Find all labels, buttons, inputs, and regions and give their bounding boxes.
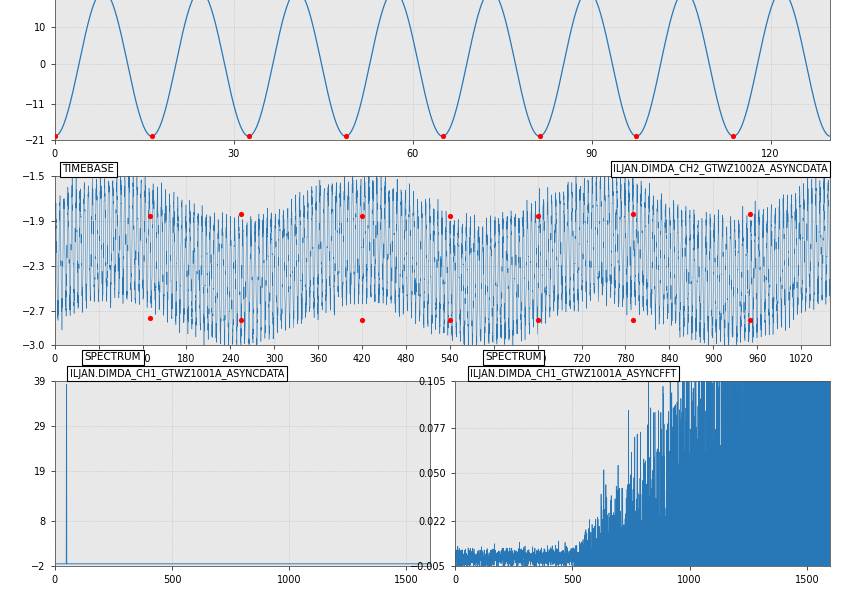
Text: ILJAN.DIMDA_CH1_GTWZ1001A_ASYNCDATA: ILJAN.DIMDA_CH1_GTWZ1001A_ASYNCDATA <box>70 368 284 379</box>
Text: SPECTRUM: SPECTRUM <box>85 352 142 362</box>
Point <box>143 211 157 221</box>
Text: TIMEBASE: TIMEBASE <box>62 164 115 174</box>
Point <box>630 131 643 141</box>
Point <box>531 315 545 325</box>
Point <box>533 131 546 141</box>
Point <box>234 209 248 219</box>
Point <box>744 315 757 325</box>
Point <box>234 315 248 325</box>
Point <box>356 211 369 221</box>
Point <box>242 131 255 141</box>
Point <box>143 313 157 322</box>
Point <box>727 131 740 141</box>
Text: SPECTRUM: SPECTRUM <box>486 352 542 362</box>
Text: ILJAN.DIMDA_CH2_GTWZ1002A_ASYNCDATA: ILJAN.DIMDA_CH2_GTWZ1002A_ASYNCDATA <box>613 163 828 174</box>
Point <box>436 131 449 141</box>
Point <box>443 315 457 325</box>
Point <box>626 209 640 219</box>
Point <box>443 211 457 221</box>
Point <box>626 315 640 325</box>
Point <box>48 131 62 141</box>
Text: ILJAN.DIMDA_CH1_GTWZ1001A_ASYNCFFT: ILJAN.DIMDA_CH1_GTWZ1001A_ASYNCFFT <box>470 368 676 379</box>
Point <box>356 315 369 325</box>
Point <box>339 131 352 141</box>
Point <box>744 209 757 219</box>
Point <box>145 131 158 141</box>
Point <box>531 211 545 221</box>
